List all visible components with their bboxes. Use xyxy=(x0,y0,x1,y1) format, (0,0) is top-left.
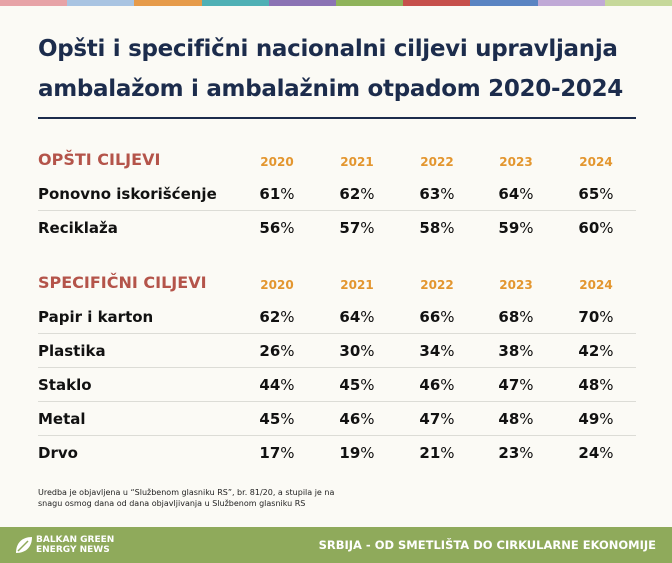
title-rule xyxy=(38,117,636,119)
cell-value: 38% xyxy=(498,342,534,360)
footnote: snagu osmog dana od dana objavljivanja u… xyxy=(38,499,306,508)
year-header: 2020 xyxy=(260,278,294,292)
cell-value: 45% xyxy=(259,410,295,428)
title: Opšti i specifični nacionalni ciljevi up… xyxy=(38,36,618,62)
footnote: Uredba je objavljena u “Službenom glasni… xyxy=(38,488,335,497)
cell-value: 19% xyxy=(339,444,375,462)
row-label: Drvo xyxy=(38,444,78,462)
cell-value: 49% xyxy=(578,410,614,428)
cell-value: 44% xyxy=(259,376,295,394)
cell-value: 23% xyxy=(498,444,534,462)
cell-value: 48% xyxy=(498,410,534,428)
cell-value: 59% xyxy=(498,219,534,237)
row-label: Metal xyxy=(38,410,86,428)
cell-value: 24% xyxy=(578,444,614,462)
year-header: 2020 xyxy=(260,155,294,169)
year-header: 2023 xyxy=(499,155,533,169)
section-heading: OPŠTI CILJEVI xyxy=(38,150,161,169)
cell-value: 63% xyxy=(419,185,455,203)
title: ambalažom i ambalažnim otpadom 2020-2024 xyxy=(38,76,624,102)
footer-band xyxy=(0,527,672,563)
row-separator xyxy=(38,401,636,402)
cell-value: 47% xyxy=(498,376,534,394)
year-header: 2022 xyxy=(420,155,454,169)
cell-value: 70% xyxy=(578,308,614,326)
cell-value: 17% xyxy=(259,444,295,462)
row-separator xyxy=(38,210,636,211)
row-label: Staklo xyxy=(38,376,92,394)
row-separator xyxy=(38,333,636,334)
color-stripe xyxy=(0,0,672,6)
tagline: SRBIJA - OD SMETLIŠTA DO CIRKULARNE EKON… xyxy=(318,538,656,552)
logo-text: ENERGY NEWS xyxy=(36,545,110,555)
row-label: Ponovno iskorišćenje xyxy=(38,185,217,203)
row-label: Reciklaža xyxy=(38,219,118,237)
year-header: 2021 xyxy=(340,278,374,292)
year-header: 2021 xyxy=(340,155,374,169)
row-label: Papir i karton xyxy=(38,308,154,326)
cell-value: 30% xyxy=(339,342,375,360)
cell-value: 58% xyxy=(419,219,455,237)
year-header: 2024 xyxy=(579,155,613,169)
section-heading: SPECIFIČNI CILJEVI xyxy=(38,273,207,292)
cell-value: 64% xyxy=(498,185,534,203)
year-header: 2023 xyxy=(499,278,533,292)
cell-value: 62% xyxy=(259,308,295,326)
year-header: 2022 xyxy=(420,278,454,292)
cell-value: 56% xyxy=(259,219,295,237)
year-header: 2024 xyxy=(579,278,613,292)
cell-value: 66% xyxy=(419,308,455,326)
cell-value: 62% xyxy=(339,185,375,203)
cell-value: 57% xyxy=(339,219,375,237)
cell-value: 42% xyxy=(578,342,614,360)
cell-value: 45% xyxy=(339,376,375,394)
cell-value: 26% xyxy=(259,342,295,360)
logo-text: BALKAN GREEN xyxy=(36,535,115,545)
row-separator xyxy=(38,367,636,368)
row-label: Plastika xyxy=(38,342,106,360)
cell-value: 46% xyxy=(419,376,455,394)
cell-value: 48% xyxy=(578,376,614,394)
cell-value: 61% xyxy=(259,185,295,203)
cell-value: 68% xyxy=(498,308,534,326)
cell-value: 34% xyxy=(419,342,455,360)
logo-icon xyxy=(16,537,32,553)
cell-value: 65% xyxy=(578,185,614,203)
cell-value: 64% xyxy=(339,308,375,326)
row-separator xyxy=(38,435,636,436)
cell-value: 60% xyxy=(578,219,614,237)
cell-value: 47% xyxy=(419,410,455,428)
cell-value: 46% xyxy=(339,410,375,428)
cell-value: 21% xyxy=(419,444,455,462)
